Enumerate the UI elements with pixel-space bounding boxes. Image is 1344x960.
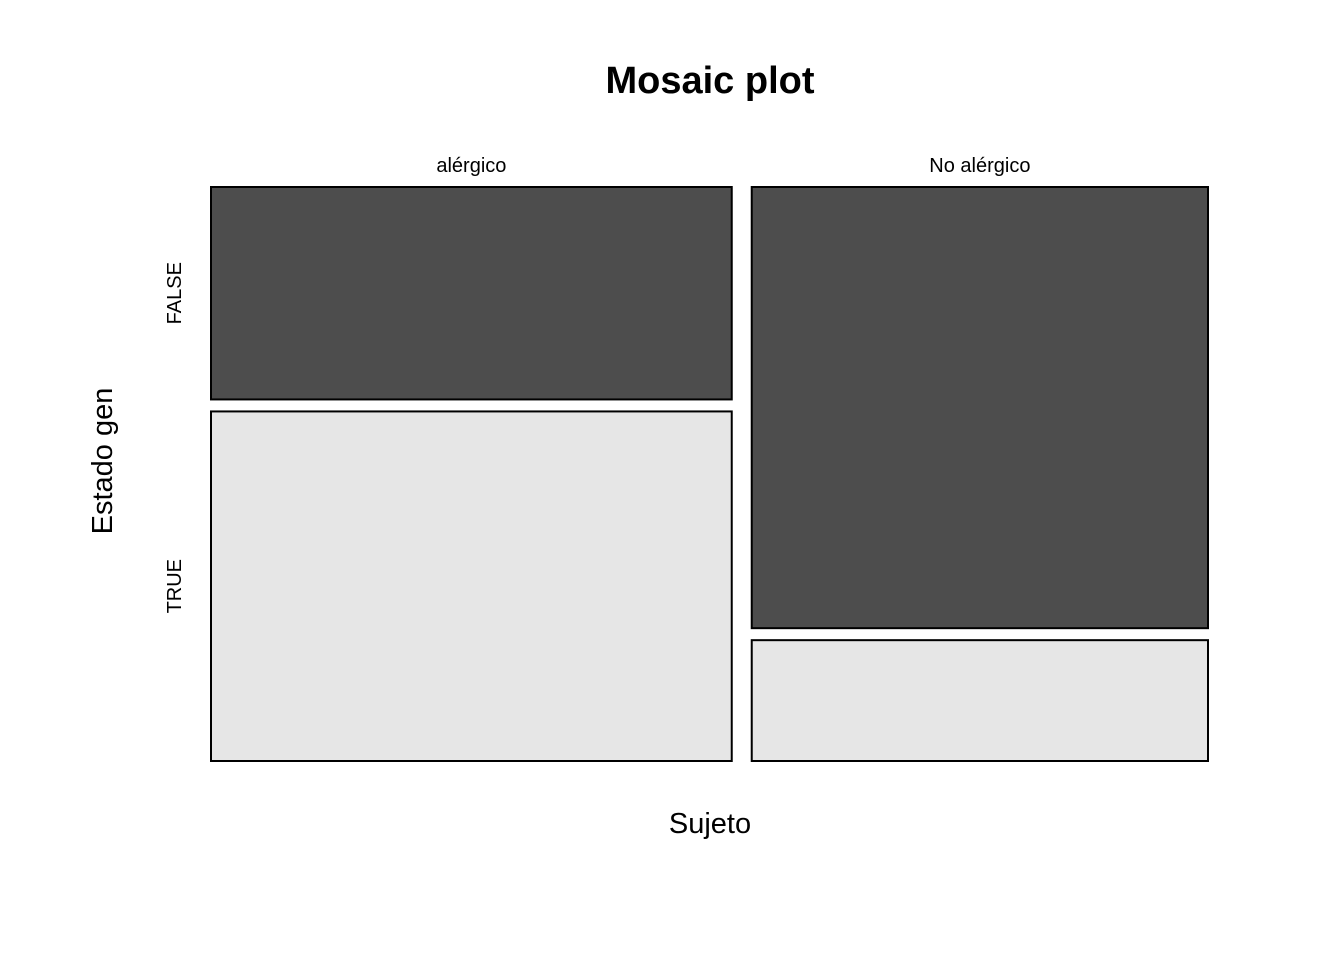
y-category-labels: FALSE TRUE [164,262,186,613]
mosaic-tile-1-true [210,410,733,762]
x-category-labels: alérgico No alérgico [436,155,1030,177]
mosaic-tile-2-false [750,186,1210,630]
chart-title: Mosaic plot [605,60,814,102]
y-category-label: TRUE [164,559,186,613]
x-axis-title: Sujeto [669,808,751,840]
x-category-label: No alérgico [929,155,1030,177]
mosaic-tile-1-false [210,186,733,401]
y-category-label: FALSE [164,262,186,324]
mosaic-tile-2-true [750,639,1210,762]
y-axis-title: Estado gen [87,388,119,535]
mosaic-tiles [210,186,1210,762]
x-category-label: alérgico [436,155,506,177]
